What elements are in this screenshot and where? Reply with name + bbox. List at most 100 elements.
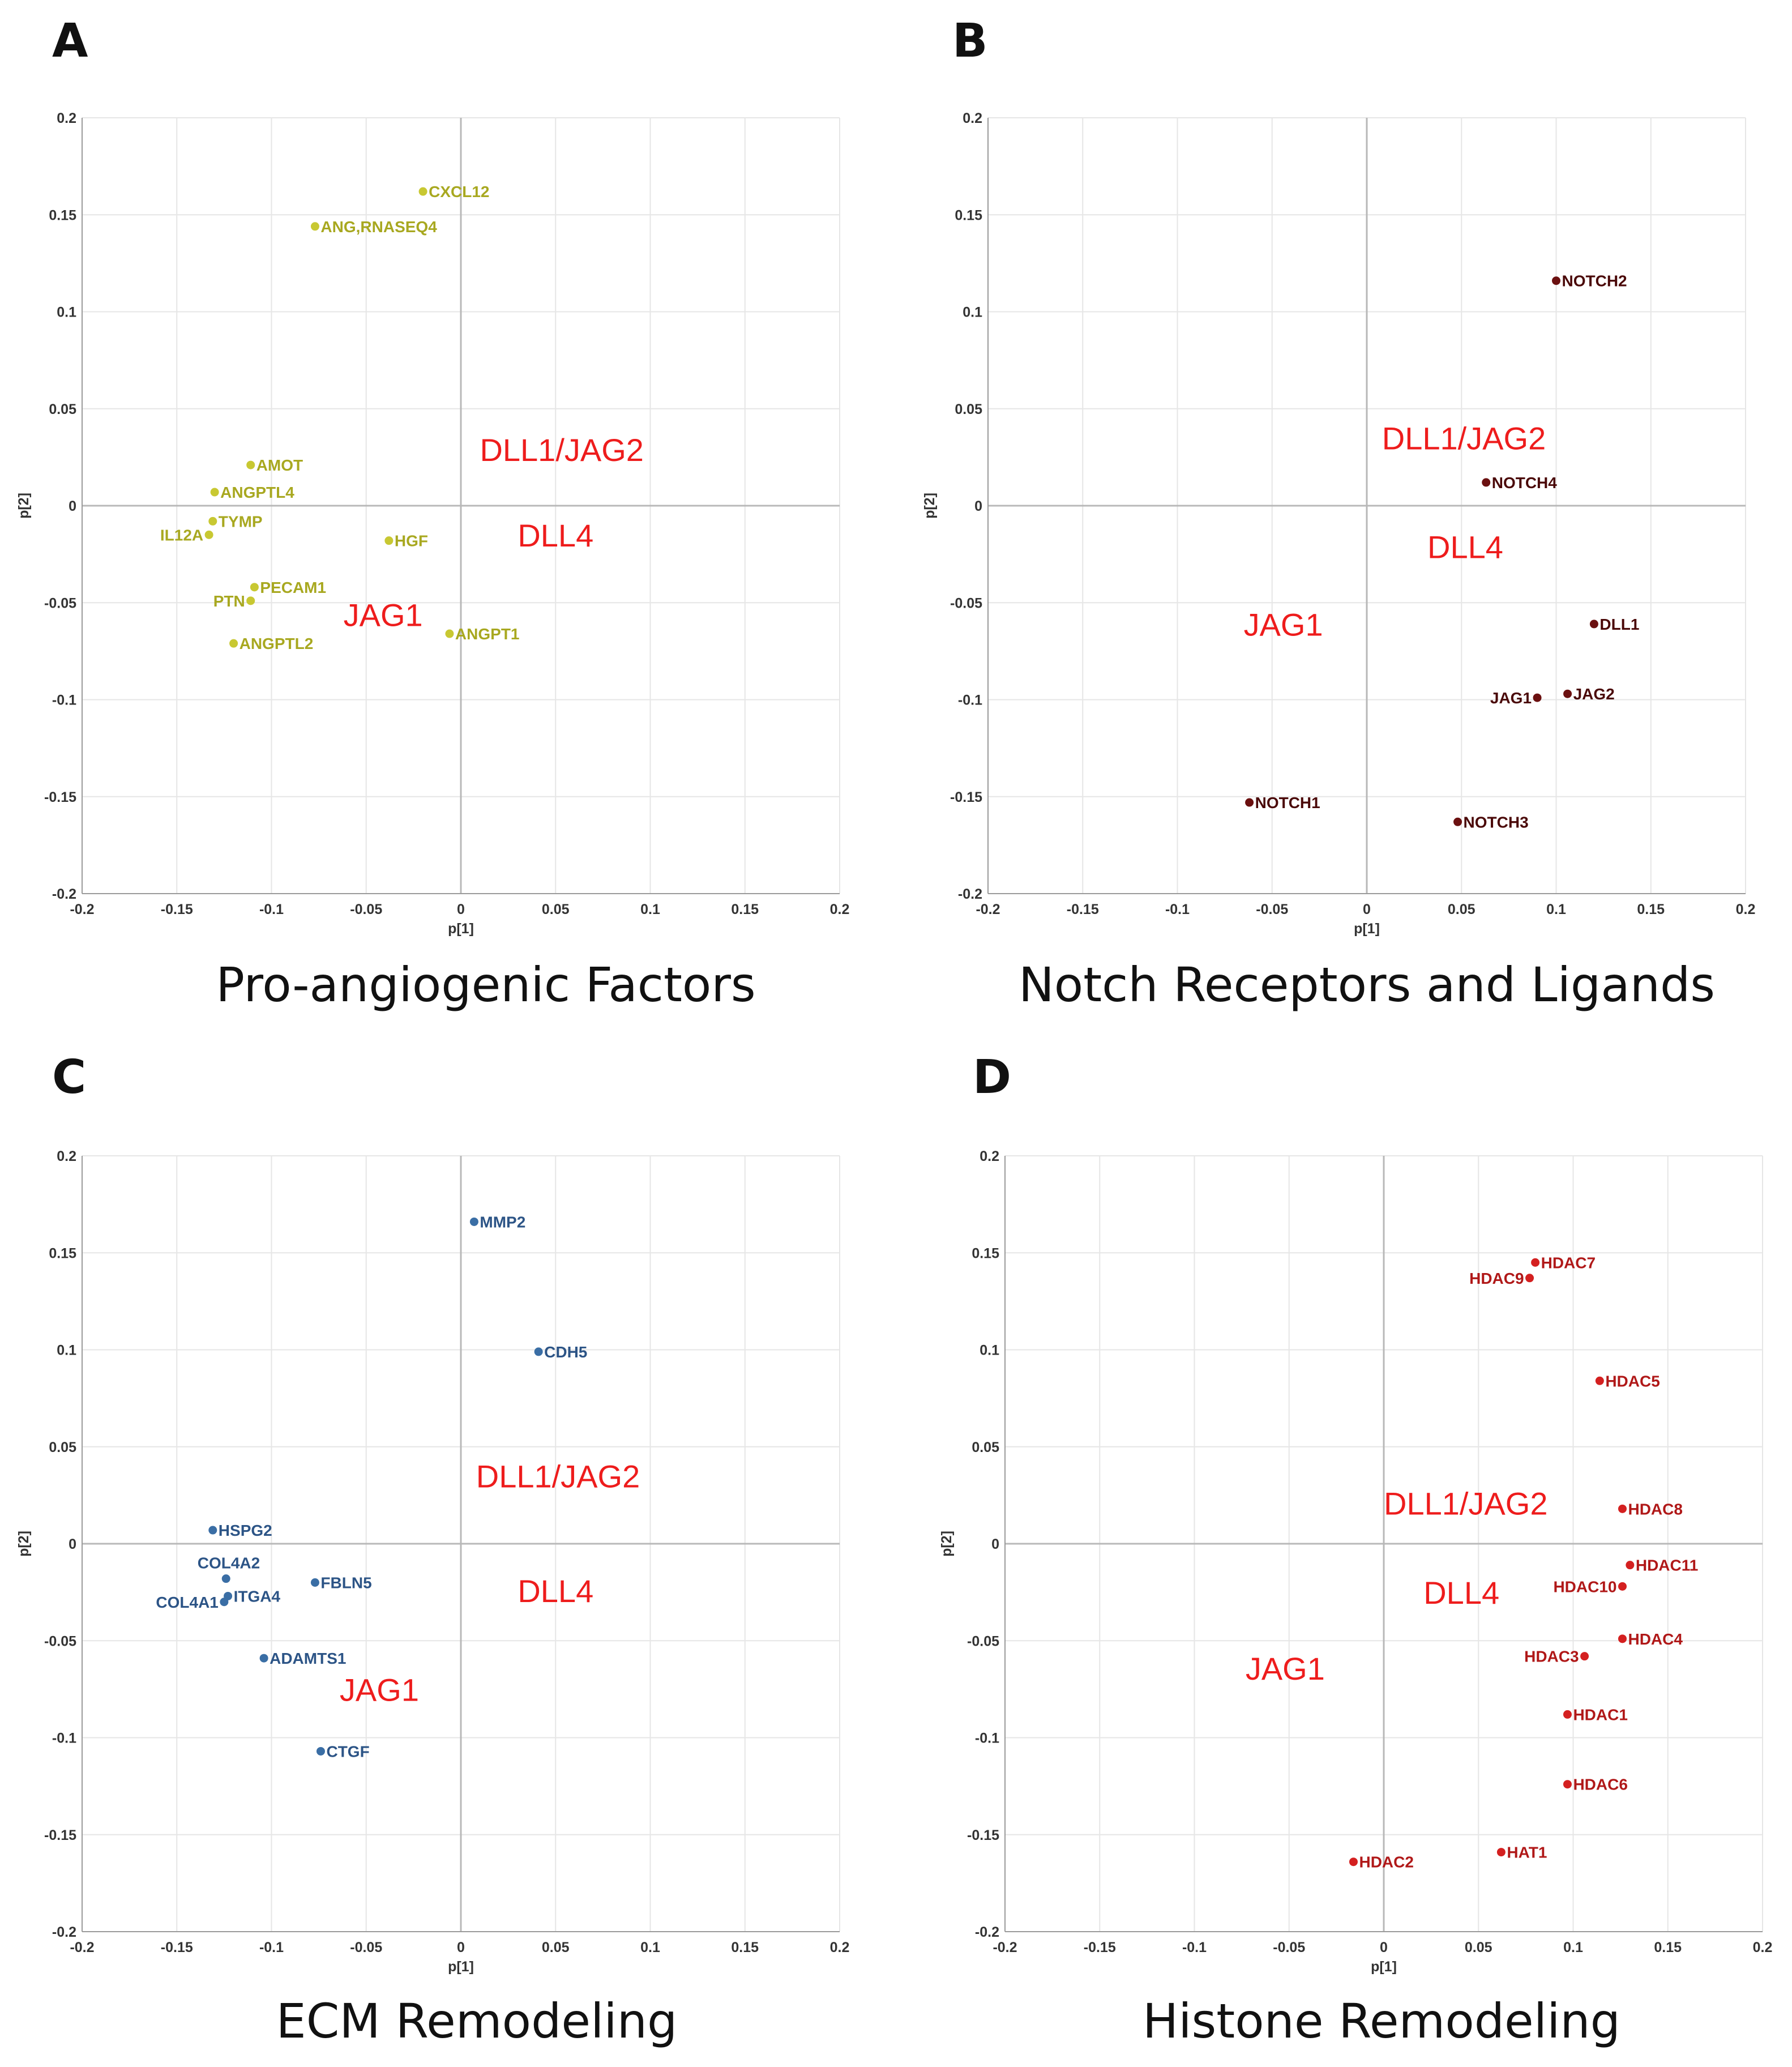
- group-label: DLL1/JAG2: [1384, 1486, 1548, 1522]
- data-point: [1533, 693, 1542, 702]
- x-tick-label: 0.1: [1563, 1940, 1583, 1955]
- point-label: CXCL12: [429, 183, 489, 200]
- point-label: PTN: [213, 592, 245, 610]
- x-tick-label: 0.2: [1753, 1940, 1773, 1955]
- data-point: [310, 1578, 319, 1587]
- point-label: HDAC7: [1541, 1254, 1596, 1271]
- point-label: JAG2: [1573, 685, 1615, 703]
- panel-title-b: Notch Receptors and Ligands: [1019, 957, 1715, 1013]
- y-tick-label: -0.15: [44, 1827, 76, 1843]
- point-label: JAG1: [1490, 689, 1532, 707]
- point-label: FBLN5: [320, 1574, 371, 1592]
- point-label: HDAC11: [1636, 1557, 1698, 1574]
- point-label: AMOT: [256, 456, 303, 474]
- group-label: JAG1: [1244, 607, 1323, 642]
- x-axis-label: p[1]: [448, 1959, 474, 1975]
- panel-letter-c: C: [52, 1050, 86, 1104]
- point-label: CDH5: [544, 1343, 587, 1361]
- y-tick-label: 0.05: [49, 1440, 76, 1455]
- data-point: [1626, 1561, 1635, 1570]
- point-label: HDAC6: [1573, 1776, 1627, 1793]
- data-point: [1552, 276, 1560, 285]
- point-label: ANGPT1: [455, 625, 520, 643]
- group-label: DLL1/JAG2: [476, 1459, 640, 1494]
- panel-letter-a: A: [52, 14, 88, 68]
- point-label: HDAC5: [1605, 1372, 1660, 1390]
- y-tick-label: 0.2: [57, 110, 76, 126]
- x-tick-label: 0.05: [542, 902, 570, 917]
- data-point: [1563, 1710, 1572, 1719]
- point-label: HAT1: [1507, 1844, 1547, 1861]
- point-label: NOTCH2: [1562, 272, 1627, 290]
- y-tick-label: 0.05: [49, 402, 76, 417]
- y-tick-label: 0.2: [980, 1148, 999, 1164]
- data-point: [384, 536, 394, 545]
- y-tick-label: -0.1: [975, 1731, 999, 1746]
- x-tick-label: 0: [457, 1940, 465, 1955]
- data-point: [1496, 1848, 1506, 1857]
- plot-area: -0.2 -0.15 -0.1 -0.05 0 0.05 0.1 0.15 0.2 0.2 0.15…: [922, 110, 1755, 937]
- point-label: ANGPTL4: [220, 484, 294, 501]
- x-tick-label: 0.1: [640, 902, 660, 917]
- y-tick-label: 0: [974, 498, 982, 514]
- point-label: IL12A: [160, 526, 203, 544]
- y-tick-label: -0.1: [52, 693, 76, 708]
- y-tick-label: 0.05: [955, 402, 982, 417]
- x-tick-label: -0.1: [1165, 902, 1190, 917]
- panel-d: D Histone Remodeling -0.2 -0.15 -0.1 -0.05 0…: [939, 1050, 1772, 2049]
- point-label: ITGA4: [234, 1587, 281, 1605]
- point-label: ANGPTL2: [239, 635, 314, 652]
- x-tick-label: 0.15: [731, 902, 759, 917]
- x-axis-label: p[1]: [448, 921, 474, 937]
- data-point: [1349, 1857, 1358, 1867]
- y-tick-label: -0.05: [950, 595, 982, 611]
- point-label: HGF: [395, 532, 428, 550]
- y-tick-label: -0.2: [958, 886, 982, 902]
- data-point: [220, 1598, 229, 1607]
- group-label: DLL4: [518, 518, 593, 553]
- data-point: [1563, 689, 1572, 698]
- y-axis-label: p[2]: [16, 1531, 32, 1557]
- x-tick-label: 0.15: [1637, 902, 1665, 917]
- panel-letter-d: D: [973, 1050, 1011, 1104]
- y-tick-label: 0.1: [980, 1343, 999, 1359]
- data-point: [210, 488, 219, 497]
- y-tick-label: 0.15: [955, 207, 982, 223]
- data-point: [1595, 1376, 1604, 1385]
- y-tick-label: 0.2: [963, 110, 982, 126]
- x-tick-label: 0.2: [1736, 902, 1756, 917]
- x-tick-label: -0.05: [350, 902, 382, 917]
- point-label: DLL1: [1599, 616, 1639, 633]
- x-tick-label: 0.15: [1654, 1940, 1682, 1955]
- group-label: JAG1: [344, 597, 423, 633]
- point-label: HDAC4: [1628, 1630, 1683, 1648]
- group-label: DLL4: [1427, 529, 1503, 565]
- x-tick-label: 0.2: [830, 902, 850, 917]
- data-point: [1580, 1652, 1589, 1661]
- data-point: [1245, 798, 1254, 807]
- y-tick-label: -0.15: [950, 789, 982, 805]
- data-point: [208, 516, 217, 526]
- data-point: [1482, 478, 1491, 487]
- x-tick-label: -0.2: [976, 902, 1000, 917]
- data-point: [259, 1654, 268, 1663]
- point-label: PECAM1: [260, 579, 326, 596]
- y-tick-label: 0.05: [972, 1440, 999, 1455]
- plot-area: -0.2 -0.15 -0.1 -0.05 0 0.05 0.1 0.15 0.2 0.2 0.15…: [939, 1148, 1772, 1975]
- y-tick-label: 0.15: [49, 1245, 76, 1261]
- data-point: [250, 583, 259, 592]
- y-tick-label: 0.1: [57, 305, 76, 321]
- panel-b: B Notch Receptors and Ligands -0.2 -0.15-…: [922, 14, 1755, 1013]
- x-tick-label: -0.05: [350, 1940, 382, 1955]
- x-tick-label: 0.15: [731, 1940, 759, 1955]
- x-tick-label: 0.1: [640, 1940, 660, 1955]
- y-axis-label: p[2]: [16, 493, 32, 519]
- x-tick-label: 0.05: [1465, 1940, 1492, 1955]
- x-tick-label: 0.1: [1546, 902, 1566, 917]
- data-point: [208, 1526, 217, 1535]
- y-tick-label: -0.2: [975, 1924, 999, 1940]
- point-label: NOTCH3: [1464, 813, 1529, 831]
- point-label: CTGF: [326, 1743, 369, 1760]
- data-point: [1453, 817, 1462, 826]
- data-point: [1531, 1258, 1540, 1267]
